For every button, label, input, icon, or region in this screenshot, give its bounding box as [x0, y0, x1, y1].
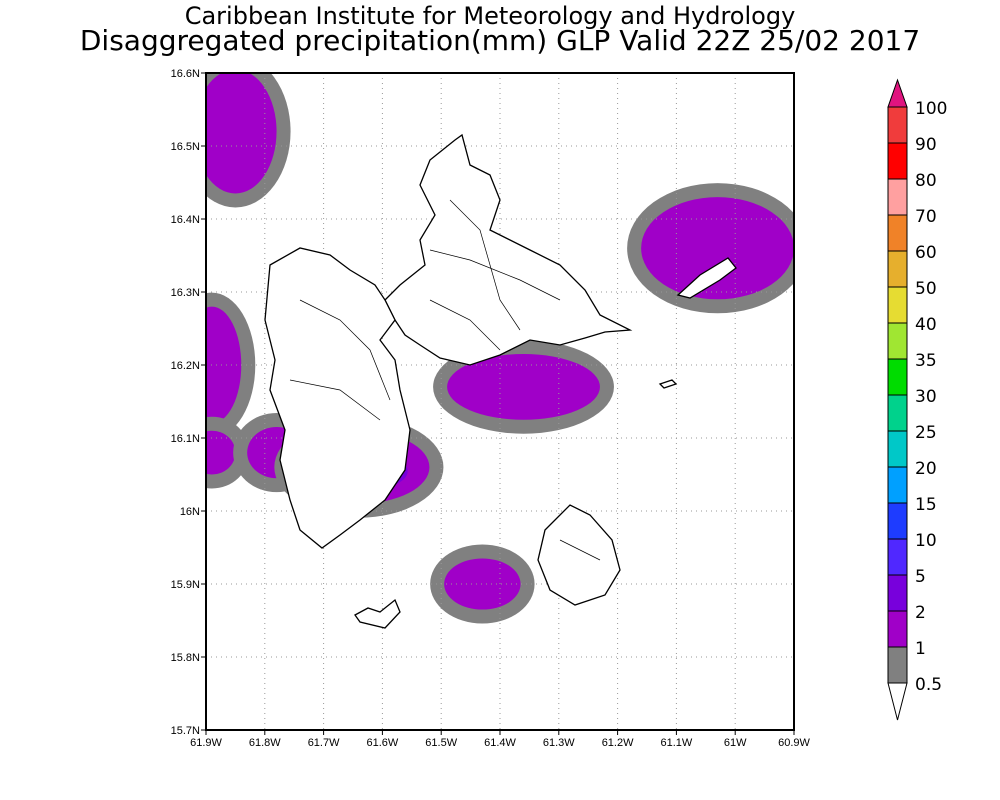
colorbar-label: 25 [915, 423, 937, 443]
colorbar-label: 10 [915, 531, 937, 551]
y-tick-label: 16.3N [171, 287, 200, 299]
y-tick-label: 16.5N [171, 141, 200, 153]
colorbar-segment [887, 502, 908, 540]
colorbar-segment [887, 250, 908, 288]
y-tick-label: 15.7N [171, 725, 200, 737]
colorbar-segment [887, 106, 908, 144]
colorbar-label: 5 [915, 567, 926, 587]
islands [264, 133, 737, 629]
colorbar-label: 90 [915, 135, 937, 155]
axis-ticks: 61.9W 61.8W 61.7W 61.6W 61.5W 61.4W 61.3W 61.2W… [171, 68, 811, 749]
y-tick-label: 16N [180, 506, 200, 518]
x-tick-label: 61.4W [484, 737, 516, 749]
colorbar-segment [887, 574, 908, 612]
colorbar-segment [887, 178, 908, 216]
title-institute: Caribbean Institute for Meteorology and … [184, 2, 796, 30]
island-desirade [676, 257, 737, 299]
x-tick-label: 61.7W [308, 737, 340, 749]
colorbar-segment [887, 394, 908, 432]
island-grande-terre [384, 133, 633, 366]
colorbar-label: 0.5 [915, 675, 942, 695]
colorbar-label: 2 [915, 603, 926, 623]
colorbar-segment [887, 538, 908, 576]
precip-area-center-channel [447, 354, 600, 420]
colorbar-label: 80 [915, 171, 937, 191]
precip-area-west-coast [206, 306, 242, 424]
colorbar-label: 15 [915, 495, 937, 515]
y-tick-label: 15.9N [171, 579, 200, 591]
precip-area-west-far [206, 430, 236, 475]
colorbar-label: 60 [915, 243, 937, 263]
x-tick-label: 61.2W [602, 737, 634, 749]
colorbar-label: 50 [915, 279, 937, 299]
x-tick-label: 61.6W [367, 737, 399, 749]
colorbar-segment [887, 322, 908, 360]
colorbar-segment [887, 214, 908, 252]
island-les-saintes [354, 598, 401, 629]
colorbar-label: 1 [915, 639, 926, 659]
colorbar: 100 90 80 70 60 50 40 35 30 25 20 15 10 5 2 1 0.5 [887, 78, 947, 721]
colorbar-segment [887, 610, 908, 648]
colorbar-label: 40 [915, 315, 937, 335]
x-tick-label: 61.8W [249, 737, 281, 749]
y-tick-label: 16.1N [171, 433, 200, 445]
x-tick-label: 61.3W [543, 737, 575, 749]
colorbar-label: 20 [915, 459, 937, 479]
y-tick-label: 16.4N [171, 214, 200, 226]
colorbar-label: 100 [915, 99, 947, 119]
colorbar-label: 70 [915, 207, 937, 227]
colorbar-segment [887, 358, 908, 396]
colorbar-top-triangle [887, 78, 908, 108]
colorbar-segment [887, 466, 908, 504]
catchment-boundaries [289, 199, 601, 561]
precip-area-northwest [206, 73, 277, 194]
island-basse-terre [264, 247, 411, 549]
x-tick-label: 61.1W [661, 737, 693, 749]
island-marie-galante [537, 504, 621, 606]
y-tick-label: 16.2N [171, 360, 200, 372]
y-tick-label: 15.8N [171, 652, 200, 664]
title-product: Disaggregated precipitation(mm) GLP Vali… [79, 24, 921, 57]
colorbar-bottom-triangle [887, 682, 908, 721]
colorbar-segment [887, 286, 908, 324]
precip-area-east-desirade [641, 197, 794, 300]
colorbar-segment [887, 646, 908, 684]
precip-area-marie-galante-west [444, 558, 521, 610]
colorbar-segment [887, 430, 908, 468]
y-tick-label: 16.6N [171, 68, 200, 80]
colorbar-label: 30 [915, 387, 937, 407]
x-tick-label: 61.5W [425, 737, 457, 749]
colorbar-segment [887, 142, 908, 180]
x-tick-label: 61W [724, 737, 747, 749]
colorbar-label: 35 [915, 351, 937, 371]
island-petite-terre [658, 379, 678, 389]
x-tick-label: 61.9W [190, 737, 222, 749]
x-tick-label: 60.9W [778, 737, 810, 749]
